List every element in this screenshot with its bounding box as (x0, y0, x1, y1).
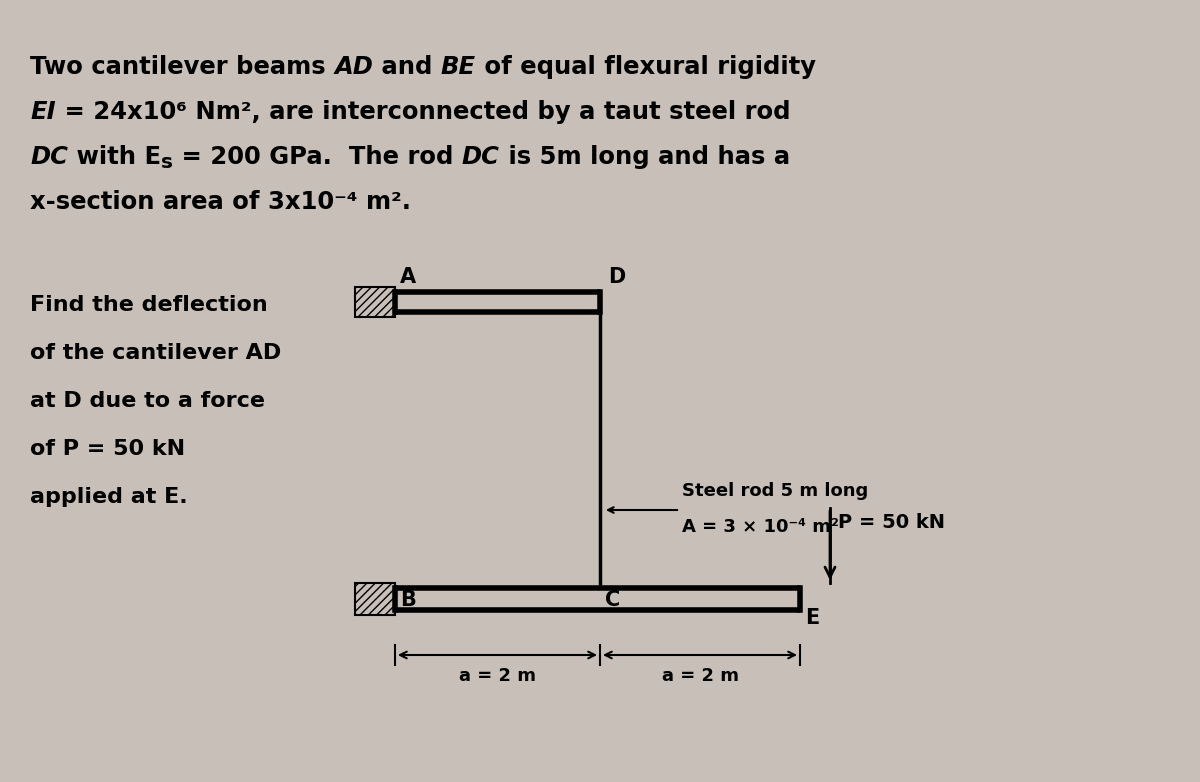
Text: E: E (805, 608, 820, 628)
Text: D: D (608, 267, 625, 287)
Text: applied at E.: applied at E. (30, 487, 187, 507)
Text: A = 3 × 10⁻⁴ m²: A = 3 × 10⁻⁴ m² (682, 518, 839, 536)
Text: A: A (400, 267, 416, 287)
Text: of the cantilever AD: of the cantilever AD (30, 343, 281, 363)
Text: Two cantilever beams: Two cantilever beams (30, 55, 334, 79)
Text: = 200 GPa.  The rod: = 200 GPa. The rod (173, 145, 462, 169)
Text: of equal flexural rigidity: of equal flexural rigidity (476, 55, 816, 79)
Text: at D due to a force: at D due to a force (30, 391, 265, 411)
Bar (355, 583, 395, 615)
Text: a = 2 m: a = 2 m (458, 667, 536, 685)
Text: DC: DC (462, 145, 499, 169)
Text: a = 2 m: a = 2 m (661, 667, 738, 685)
Text: Find the deflection: Find the deflection (30, 295, 268, 315)
Text: P = 50 kN: P = 50 kN (838, 513, 946, 532)
Text: x-section area of 3x10⁻⁴ m².: x-section area of 3x10⁻⁴ m². (30, 190, 410, 214)
Text: with E: with E (68, 145, 161, 169)
Text: DC: DC (30, 145, 68, 169)
Text: is 5m long and has a: is 5m long and has a (499, 145, 790, 169)
Text: C: C (605, 590, 620, 610)
Text: of P = 50 kN: of P = 50 kN (30, 439, 185, 459)
Bar (355, 287, 395, 317)
Text: and: and (373, 55, 440, 79)
Text: B: B (400, 590, 416, 610)
Text: = 24x10⁶ Nm², are interconnected by a taut steel rod: = 24x10⁶ Nm², are interconnected by a ta… (55, 100, 790, 124)
Text: EI: EI (30, 100, 55, 124)
Text: BE: BE (440, 55, 476, 79)
Text: s: s (161, 153, 173, 172)
Text: Steel rod 5 m long: Steel rod 5 m long (682, 482, 869, 500)
Text: AD: AD (334, 55, 373, 79)
